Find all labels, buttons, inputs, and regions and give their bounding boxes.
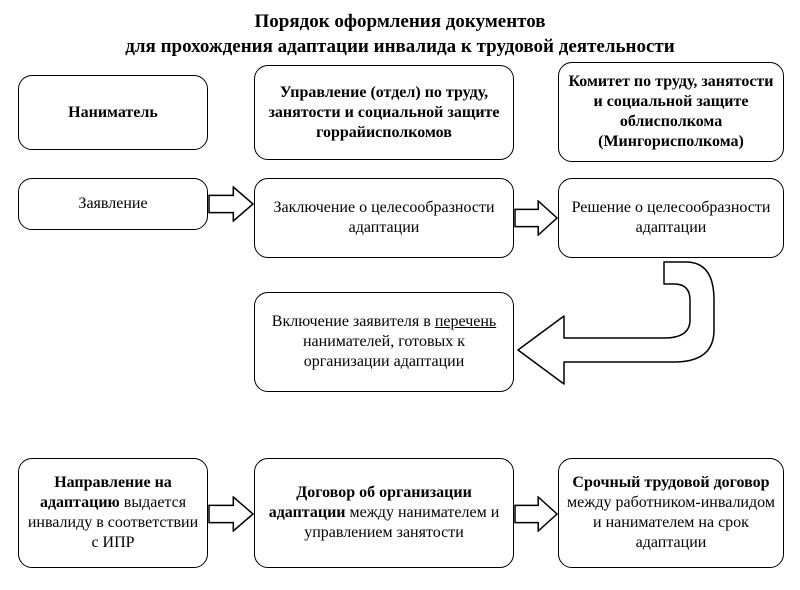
arrow-curved-icon	[514, 260, 744, 390]
box-application: Заявление	[18, 178, 208, 230]
box-labor-contract-label: Срочный трудовой договор между работнико…	[567, 473, 775, 553]
box-decision-label: Решение о целесообразности адаптации	[567, 198, 775, 238]
box-inclusion-label: Включение заявителя в перечень нанимател…	[263, 312, 505, 372]
box-committee-label: Комитет по труду, занятости и социальной…	[567, 72, 775, 152]
arrow-right-icon	[514, 496, 558, 532]
box-employer-label: Наниматель	[68, 103, 158, 123]
box-department-label: Управление (отдел) по труду, занятости и…	[263, 83, 505, 143]
box-inclusion: Включение заявителя в перечень нанимател…	[254, 292, 514, 392]
arrow-right-icon	[208, 496, 254, 532]
arrow-right-icon	[514, 200, 558, 236]
box-decision: Решение о целесообразности адаптации	[558, 178, 784, 258]
box-referral-label: Направление на адаптацию выдается инвали…	[27, 473, 199, 553]
box-employer: Наниматель	[18, 75, 208, 150]
box-labor-contract: Срочный трудовой договор между работнико…	[558, 458, 784, 568]
box-conclusion-label: Заключение о целесообразности адаптации	[263, 198, 505, 238]
box-referral: Направление на адаптацию выдается инвали…	[18, 458, 208, 568]
box-contract: Договор об организации адаптации между н…	[254, 458, 514, 568]
title-line2: для прохождения адаптации инвалида к тру…	[0, 35, 800, 60]
title-line1: Порядок оформления документов	[0, 10, 800, 35]
box-department: Управление (отдел) по труду, занятости и…	[254, 65, 514, 160]
box-committee: Комитет по труду, занятости и социальной…	[558, 62, 784, 162]
box-conclusion: Заключение о целесообразности адаптации	[254, 178, 514, 258]
box-application-label: Заявление	[78, 194, 147, 214]
diagram-title: Порядок оформления документов для прохож…	[0, 0, 800, 59]
arrow-right-icon	[208, 186, 254, 222]
box-contract-label: Договор об организации адаптации между н…	[263, 483, 505, 543]
